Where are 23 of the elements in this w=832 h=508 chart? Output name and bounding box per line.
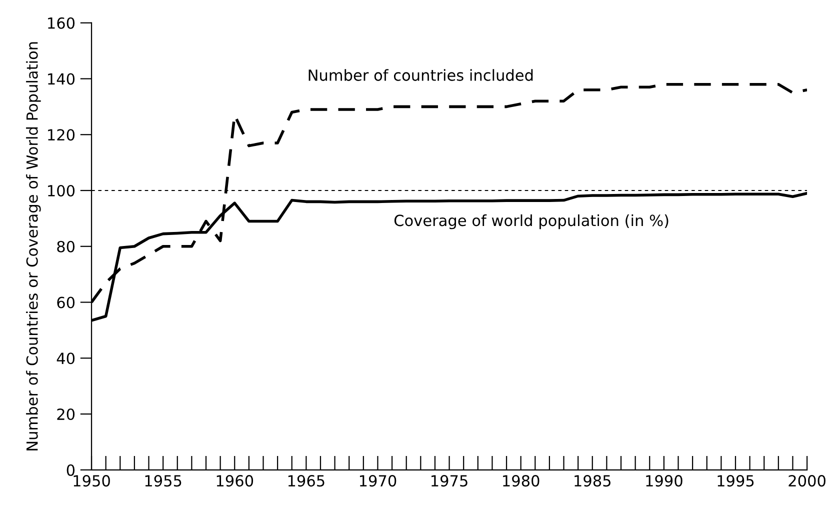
x-tick-label: 2000: [788, 475, 826, 487]
y-tick-label: 60: [57, 296, 75, 308]
x-tick-label: 1995: [718, 475, 754, 487]
y-tick-label: 100: [48, 184, 75, 197]
y-tick-label: 80: [57, 240, 75, 252]
x-tick-label: 1955: [145, 475, 182, 487]
y-tick-label: 160: [48, 17, 75, 29]
y-tick-label: 120: [48, 129, 75, 141]
series-label: Number of countries included: [308, 69, 533, 81]
y-tick-label: 20: [57, 408, 75, 420]
x-tick-label: 1990: [646, 475, 682, 487]
series-label: Coverage of world population (in %): [394, 214, 668, 230]
x-tick-label: 1975: [432, 475, 468, 487]
x-tick-label: 1985: [574, 475, 610, 487]
y-axis-title: Number of Countries or Coverage of World Population: [26, 42, 41, 450]
y-tick-label: 40: [56, 352, 75, 364]
x-tick-label: 1950: [74, 475, 110, 487]
y-tick-label: 0: [66, 464, 75, 476]
x-tick-label: 1970: [360, 475, 396, 487]
x-tick-label: 1980: [503, 475, 540, 487]
x-tick-label: 1965: [288, 475, 324, 487]
x-tick-label: 1960: [216, 475, 254, 487]
y-tick-label: 140: [48, 73, 75, 85]
